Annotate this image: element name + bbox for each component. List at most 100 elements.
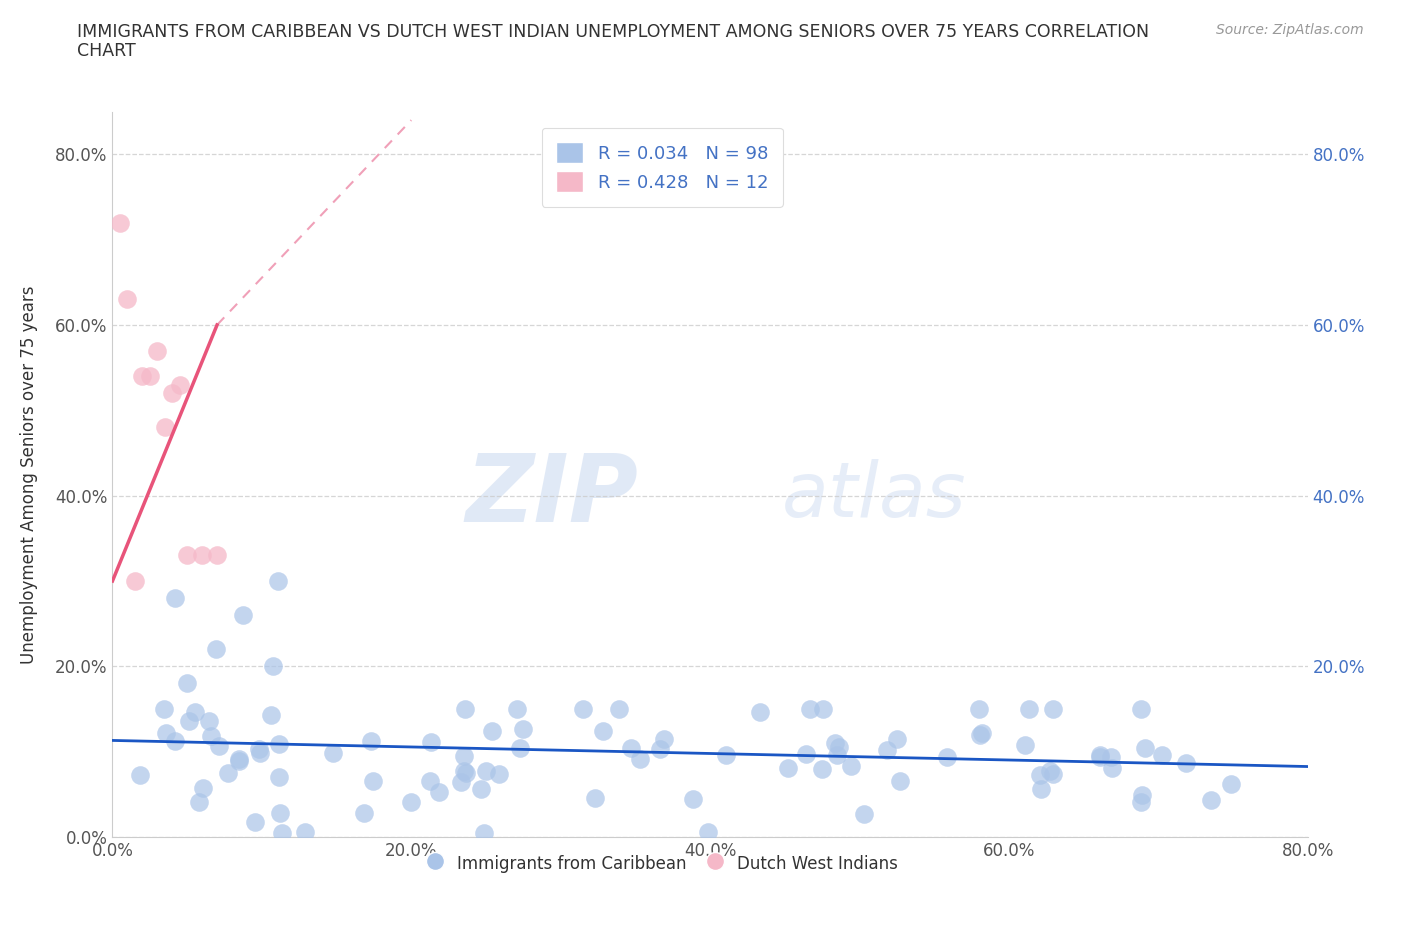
Point xyxy=(748,704,770,719)
Point xyxy=(1029,781,1052,796)
Point xyxy=(153,701,176,716)
Point xyxy=(811,762,834,777)
Point xyxy=(353,805,375,820)
Point xyxy=(620,740,643,755)
Point xyxy=(198,713,221,728)
Point xyxy=(267,737,290,751)
Point xyxy=(1088,750,1111,764)
Point xyxy=(1099,750,1122,764)
Point xyxy=(205,548,228,563)
Point xyxy=(506,701,529,716)
Text: atlas: atlas xyxy=(782,459,966,533)
Point xyxy=(401,795,423,810)
Point xyxy=(162,386,183,401)
Point xyxy=(232,607,254,622)
Point xyxy=(776,761,799,776)
Point xyxy=(1042,766,1064,781)
Point xyxy=(825,747,848,762)
Point xyxy=(163,591,186,605)
Point xyxy=(1029,768,1052,783)
Point xyxy=(129,767,152,782)
Point xyxy=(628,752,651,767)
Point xyxy=(583,791,606,806)
Point xyxy=(889,773,911,788)
Point xyxy=(1129,701,1152,716)
Point xyxy=(361,774,384,789)
Point xyxy=(188,794,211,809)
Point xyxy=(322,746,344,761)
Point xyxy=(488,766,510,781)
Point xyxy=(228,753,250,768)
Point xyxy=(509,740,531,755)
Point xyxy=(200,728,222,743)
Text: CHART: CHART xyxy=(77,42,136,60)
Point xyxy=(828,740,851,755)
Point xyxy=(1101,760,1123,775)
Point xyxy=(852,807,875,822)
Point xyxy=(1130,788,1153,803)
Point xyxy=(217,765,239,780)
Point xyxy=(450,775,472,790)
Point xyxy=(169,378,191,392)
Point xyxy=(228,751,250,766)
Point xyxy=(1014,737,1036,752)
Point xyxy=(697,825,720,840)
Point xyxy=(470,782,492,797)
Y-axis label: Unemployment Among Seniors over 75 years: Unemployment Among Seniors over 75 years xyxy=(21,286,38,663)
Point xyxy=(131,368,153,383)
Point xyxy=(592,724,614,739)
Point xyxy=(259,708,281,723)
Point xyxy=(967,701,990,716)
Point xyxy=(176,676,198,691)
Point xyxy=(419,774,441,789)
Point xyxy=(454,701,477,716)
Point xyxy=(475,764,498,778)
Text: IMMIGRANTS FROM CARIBBEAN VS DUTCH WEST INDIAN UNEMPLOYMENT AMONG SENIORS OVER 7: IMMIGRANTS FROM CARIBBEAN VS DUTCH WEST … xyxy=(77,23,1150,41)
Text: Source: ZipAtlas.com: Source: ZipAtlas.com xyxy=(1216,23,1364,37)
Point xyxy=(1199,793,1222,808)
Point xyxy=(969,727,991,742)
Point xyxy=(1090,748,1112,763)
Point xyxy=(1129,795,1152,810)
Point xyxy=(512,722,534,737)
Point xyxy=(652,732,675,747)
Point xyxy=(155,725,177,740)
Point xyxy=(1174,756,1197,771)
Point xyxy=(191,781,214,796)
Point xyxy=(1039,764,1062,778)
Point xyxy=(456,765,478,780)
Point xyxy=(262,658,284,673)
Point xyxy=(165,734,187,749)
Point xyxy=(481,724,503,738)
Point xyxy=(1133,741,1156,756)
Legend: Immigrants from Caribbean, Dutch West Indians: Immigrants from Caribbean, Dutch West In… xyxy=(420,847,904,880)
Point xyxy=(208,738,231,753)
Point xyxy=(796,746,818,761)
Point xyxy=(270,825,292,840)
Point xyxy=(294,824,316,839)
Point xyxy=(453,764,475,778)
Point xyxy=(267,574,290,589)
Point xyxy=(716,748,738,763)
Point xyxy=(245,815,267,830)
Point xyxy=(108,215,131,230)
Point xyxy=(650,742,672,757)
Point xyxy=(267,769,290,784)
Point xyxy=(249,746,271,761)
Point xyxy=(117,292,139,307)
Point xyxy=(811,701,834,716)
Point xyxy=(682,792,704,807)
Point xyxy=(799,701,821,716)
Point xyxy=(876,743,898,758)
Point xyxy=(572,701,595,716)
Point xyxy=(420,735,443,750)
Point xyxy=(607,701,630,716)
Point xyxy=(146,343,169,358)
Point xyxy=(453,748,475,763)
Point xyxy=(184,705,207,720)
Point xyxy=(1220,777,1243,791)
Point xyxy=(824,736,846,751)
Point xyxy=(191,548,214,563)
Point xyxy=(153,420,176,435)
Point xyxy=(936,750,959,764)
